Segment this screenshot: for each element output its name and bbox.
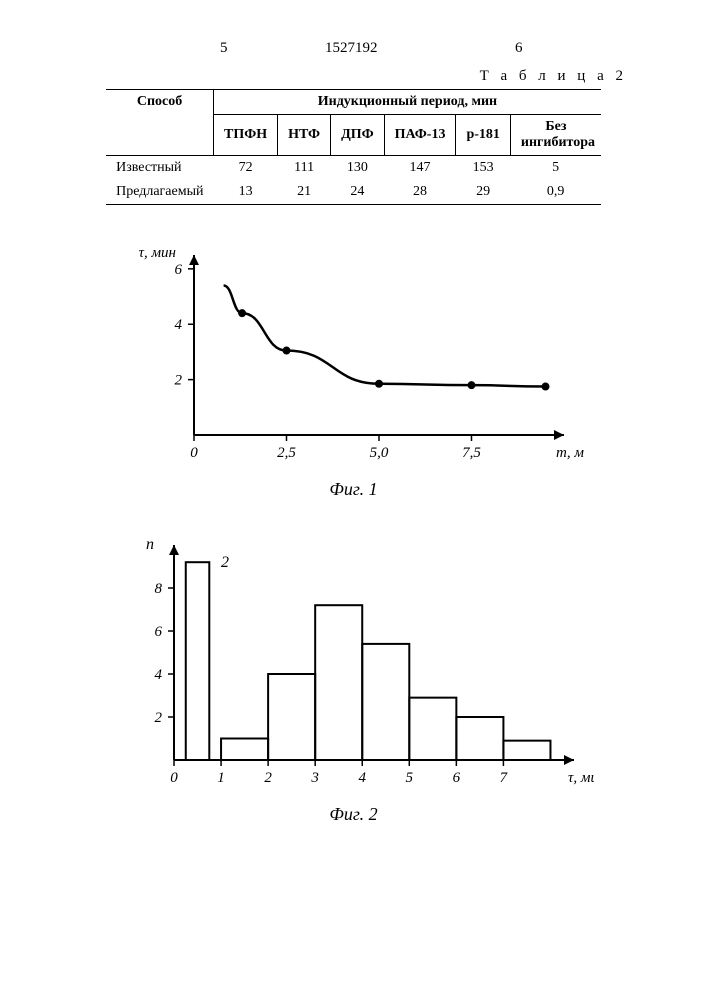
svg-text:0: 0 [190, 445, 198, 461]
doc-number: 1527192 [325, 40, 378, 57]
cell: 29 [456, 180, 510, 205]
fig2-block: 0 1 2 3 4 5 6 7 2 4 6 8 n τ, мин 2 Фиг. 2 [50, 530, 657, 825]
cell: 0,9 [510, 180, 601, 205]
col-h-1: НТФ [278, 115, 331, 156]
fig2-chart: 0 1 2 3 4 5 6 7 2 4 6 8 n τ, мин 2 [114, 530, 594, 800]
col-h-2: ДПФ [331, 115, 385, 156]
svg-text:5,0: 5,0 [369, 445, 388, 461]
cell: 24 [331, 180, 385, 205]
data-table: Способ Индукционный период, мин ТПФН НТФ… [106, 89, 601, 205]
svg-text:1: 1 [217, 770, 225, 786]
row-label: Известный [106, 156, 213, 181]
svg-text:m, мг: m, мг [556, 445, 584, 461]
svg-text:6: 6 [452, 770, 460, 786]
fig2-caption: Фиг. 2 [50, 804, 657, 825]
table-caption: Т а б л и ц а 2 [50, 68, 627, 85]
svg-text:6: 6 [154, 624, 162, 640]
fig1-caption: Фиг. 1 [50, 479, 657, 500]
col-method: Способ [106, 90, 213, 156]
svg-text:0: 0 [170, 770, 178, 786]
svg-text:2: 2 [174, 373, 182, 389]
svg-text:2,5: 2,5 [277, 445, 296, 461]
col-h-0: ТПФН [213, 115, 277, 156]
svg-text:4: 4 [174, 317, 182, 333]
col-num-right: 6 [515, 40, 523, 57]
cell: 130 [331, 156, 385, 181]
cell: 13 [213, 180, 277, 205]
page-header: 5 1527192 6 [50, 40, 657, 60]
col-num-left: 5 [220, 40, 228, 57]
col-span-header: Индукционный период, мин [213, 90, 600, 115]
svg-text:8: 8 [154, 581, 162, 597]
cell: 147 [384, 156, 456, 181]
svg-text:τ, мин: τ, мин [568, 770, 594, 786]
svg-text:7,5: 7,5 [462, 445, 481, 461]
col-h-3: ПАФ-13 [384, 115, 456, 156]
col-h-5: Без ингибитора [510, 115, 601, 156]
svg-text:2: 2 [154, 710, 162, 726]
cell: 5 [510, 156, 601, 181]
svg-text:4: 4 [358, 770, 366, 786]
cell: 21 [278, 180, 331, 205]
svg-text:3: 3 [310, 770, 319, 786]
svg-text:2: 2 [221, 554, 229, 571]
col-h-4: р-181 [456, 115, 510, 156]
fig1-chart: 0 2,5 5,0 7,5 2 4 6τ, мин m, мг [124, 235, 584, 475]
svg-text:4: 4 [154, 667, 162, 683]
svg-text:τ, мин: τ, мин [138, 245, 175, 261]
svg-text:6: 6 [174, 262, 182, 278]
svg-text:7: 7 [499, 770, 508, 786]
cell: 72 [213, 156, 277, 181]
svg-text:2: 2 [264, 770, 272, 786]
svg-text:n: n [146, 536, 154, 553]
fig1-block: 0 2,5 5,0 7,5 2 4 6τ, мин m, мг Фиг. 1 [50, 235, 657, 500]
row-label: Предлагаемый [106, 180, 213, 205]
cell: 28 [384, 180, 456, 205]
svg-text:5: 5 [405, 770, 413, 786]
cell: 153 [456, 156, 510, 181]
cell: 111 [278, 156, 331, 181]
